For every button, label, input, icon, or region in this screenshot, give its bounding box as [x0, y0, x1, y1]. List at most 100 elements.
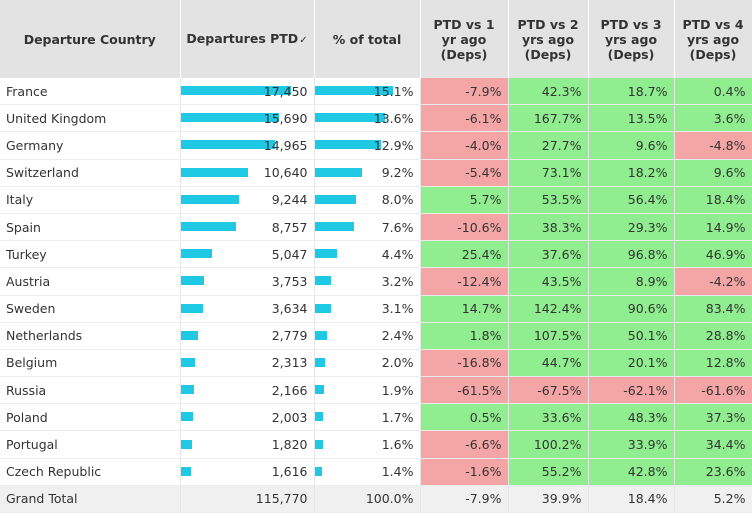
country-cell: Portugal	[0, 430, 181, 459]
ptd-1yr-cell: -1.6%	[420, 458, 509, 486]
header-departures-ptd[interactable]: Departures PTD✓	[180, 0, 315, 78]
pct-total-value: 2.4%	[381, 328, 414, 344]
pct-total-cell: 8.0%	[314, 186, 421, 214]
ptd-2yrs-cell: 38.3%	[508, 213, 589, 242]
ptd-3yrs-cell: 50.1%	[588, 322, 675, 350]
departures-value: 3,634	[271, 301, 308, 317]
header-ptd-vs-1yr[interactable]: PTD vs 1 yr ago (Deps)	[420, 0, 509, 78]
departures-value: 3,753	[271, 273, 308, 289]
departures-cell: 2,003	[180, 403, 315, 432]
ptd-2yrs-cell: 33.6%	[508, 403, 589, 432]
grand-total-ptd-2yrs: 39.9%	[508, 485, 589, 513]
departures-bar	[180, 330, 199, 340]
table-row[interactable]: France 17,450 15.1% -7.9% 42.3% 18.7% 0.…	[0, 78, 752, 106]
ptd-1yr-cell: 25.4%	[420, 240, 509, 269]
pct-total-bar	[314, 86, 393, 96]
ptd-2yrs-cell: 55.2%	[508, 458, 589, 486]
departures-cell: 2,779	[180, 322, 315, 350]
ptd-1yr-cell: 5.7%	[420, 186, 509, 214]
ptd-3yrs-cell: 42.8%	[588, 458, 675, 486]
ptd-1yr-cell: 1.8%	[420, 322, 509, 350]
country-cell: Italy	[0, 186, 181, 214]
ptd-4yrs-cell: 3.6%	[674, 104, 752, 133]
ptd-1yr-cell: -7.9%	[420, 78, 509, 106]
ptd-3yrs-cell: 9.6%	[588, 131, 675, 160]
table-row[interactable]: Italy 9,244 8.0% 5.7% 53.5% 56.4% 18.4%	[0, 186, 752, 214]
table-row[interactable]: United Kingdom 15,690 13.6% -6.1% 167.7%…	[0, 104, 752, 133]
country-cell: Switzerland	[0, 159, 181, 187]
departures-value: 9,244	[271, 192, 308, 208]
country-cell: Netherlands	[0, 322, 181, 350]
table-row[interactable]: Portugal 1,820 1.6% -6.6% 100.2% 33.9% 3…	[0, 430, 752, 459]
table-row[interactable]: Czech Republic 1,616 1.4% -1.6% 55.2% 42…	[0, 458, 752, 486]
table-body: France 17,450 15.1% -7.9% 42.3% 18.7% 0.…	[0, 78, 752, 513]
sort-indicator-icon[interactable]: ✓	[299, 34, 308, 46]
pct-total-value: 13.6%	[373, 110, 414, 126]
table-row[interactable]: Sweden 3,634 3.1% 14.7% 142.4% 90.6% 83.…	[0, 295, 752, 323]
table-row[interactable]: Germany 14,965 12.9% -4.0% 27.7% 9.6% -4…	[0, 131, 752, 160]
country-cell: Turkey	[0, 240, 181, 269]
departures-cell: 15,690	[180, 104, 315, 133]
pct-total-cell: 2.0%	[314, 349, 421, 378]
ptd-2yrs-cell: 167.7%	[508, 104, 589, 133]
header-departure-country[interactable]: Departure Country	[0, 0, 181, 78]
ptd-4yrs-cell: 23.6%	[674, 458, 752, 486]
departures-bar	[180, 276, 205, 286]
departures-value: 8,757	[271, 219, 308, 235]
ptd-1yr-cell: 0.5%	[420, 403, 509, 432]
pct-total-cell: 1.6%	[314, 430, 421, 459]
table-row[interactable]: Russia 2,166 1.9% -61.5% -67.5% -62.1% -…	[0, 376, 752, 405]
pct-total-bar	[314, 466, 322, 476]
header-ptd-vs-2yrs[interactable]: PTD vs 2 yrs ago (Deps)	[508, 0, 589, 78]
ptd-1yr-cell: -10.6%	[420, 213, 509, 242]
departures-bar	[180, 439, 192, 449]
country-cell: Sweden	[0, 295, 181, 323]
departures-bar	[180, 167, 248, 177]
country-cell: Czech Republic	[0, 458, 181, 486]
ptd-4yrs-cell: 9.6%	[674, 159, 752, 187]
ptd-3yrs-cell: 29.3%	[588, 213, 675, 242]
pct-total-bar	[314, 194, 356, 204]
departures-cell: 3,634	[180, 295, 315, 323]
departures-value: 2,779	[271, 328, 308, 344]
ptd-2yrs-cell: 100.2%	[508, 430, 589, 459]
ptd-3yrs-cell: 20.1%	[588, 349, 675, 378]
pct-total-bar	[314, 249, 338, 259]
pct-total-bar	[314, 412, 324, 422]
ptd-4yrs-cell: 14.9%	[674, 213, 752, 242]
ptd-3yrs-cell: 8.9%	[588, 267, 675, 296]
departures-cell: 10,640	[180, 159, 315, 187]
pct-total-value: 3.1%	[381, 301, 414, 317]
table-row[interactable]: Austria 3,753 3.2% -12.4% 43.5% 8.9% -4.…	[0, 267, 752, 296]
grand-total-label: Grand Total	[0, 485, 181, 513]
header-label: Departure Country	[23, 31, 156, 47]
table-row[interactable]: Turkey 5,047 4.4% 25.4% 37.6% 96.8% 46.9…	[0, 240, 752, 269]
table-row[interactable]: Spain 8,757 7.6% -10.6% 38.3% 29.3% 14.9…	[0, 213, 752, 242]
ptd-4yrs-cell: 83.4%	[674, 295, 752, 323]
pct-total-bar	[314, 222, 354, 232]
table-row[interactable]: Switzerland 10,640 9.2% -5.4% 73.1% 18.2…	[0, 159, 752, 187]
pct-total-cell: 2.4%	[314, 322, 421, 350]
header-percent-of-total[interactable]: % of total	[314, 0, 421, 78]
departures-bar	[180, 222, 236, 232]
grand-total-departures: 115,770	[180, 485, 315, 513]
header-label: PTD vs 2 yrs ago (Deps)	[517, 16, 579, 62]
ptd-4yrs-cell: 28.8%	[674, 322, 752, 350]
header-ptd-vs-4yrs[interactable]: PTD vs 4 yrs ago (Deps)	[674, 0, 752, 78]
country-cell: Austria	[0, 267, 181, 296]
country-cell: United Kingdom	[0, 104, 181, 133]
table-row[interactable]: Poland 2,003 1.7% 0.5% 33.6% 48.3% 37.3%	[0, 403, 752, 432]
departures-value: 10,640	[263, 165, 308, 181]
pct-total-cell: 3.2%	[314, 267, 421, 296]
pct-total-cell: 13.6%	[314, 104, 421, 133]
ptd-4yrs-cell: 12.8%	[674, 349, 752, 378]
table-row[interactable]: Belgium 2,313 2.0% -16.8% 44.7% 20.1% 12…	[0, 349, 752, 378]
grand-total-pct: 100.0%	[314, 485, 421, 513]
pct-total-value: 8.0%	[381, 192, 414, 208]
ptd-2yrs-cell: 73.1%	[508, 159, 589, 187]
departures-bar	[180, 140, 275, 150]
ptd-4yrs-cell: 18.4%	[674, 186, 752, 214]
country-cell: Poland	[0, 403, 181, 432]
table-row[interactable]: Netherlands 2,779 2.4% 1.8% 107.5% 50.1%…	[0, 322, 752, 350]
header-ptd-vs-3yrs[interactable]: PTD vs 3 yrs ago (Deps)	[588, 0, 675, 78]
